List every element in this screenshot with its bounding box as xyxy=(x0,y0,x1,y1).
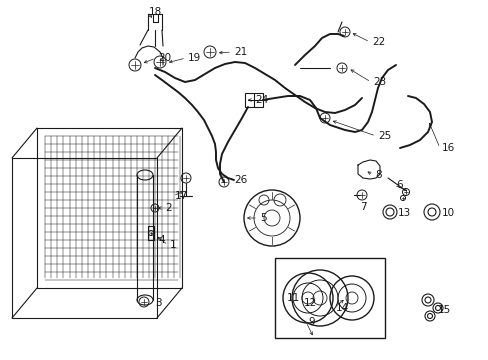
Text: 12: 12 xyxy=(304,298,317,308)
Text: 5: 5 xyxy=(260,213,266,223)
Text: 3: 3 xyxy=(155,298,162,308)
Text: 2: 2 xyxy=(164,203,171,213)
Text: 13: 13 xyxy=(397,208,410,218)
Text: 20: 20 xyxy=(158,53,171,63)
Text: 18: 18 xyxy=(149,7,162,17)
Text: 8: 8 xyxy=(374,170,381,180)
Text: 23: 23 xyxy=(372,77,386,87)
Text: 26: 26 xyxy=(234,175,247,185)
Text: 9: 9 xyxy=(307,317,314,327)
Text: 11: 11 xyxy=(286,293,300,303)
Bar xyxy=(274,258,384,338)
Text: 25: 25 xyxy=(377,131,390,141)
Text: 6: 6 xyxy=(395,180,402,190)
Text: 24: 24 xyxy=(254,95,268,105)
Text: 19: 19 xyxy=(187,53,201,63)
Text: 17: 17 xyxy=(175,191,188,201)
Text: 1: 1 xyxy=(170,240,176,250)
Text: 21: 21 xyxy=(234,47,247,57)
Text: 4: 4 xyxy=(158,235,164,245)
Text: 14: 14 xyxy=(335,303,348,313)
Bar xyxy=(148,226,154,240)
Text: 7: 7 xyxy=(359,202,366,212)
Bar xyxy=(244,93,263,107)
Text: 15: 15 xyxy=(437,305,450,315)
Text: 16: 16 xyxy=(441,143,454,153)
Text: 10: 10 xyxy=(441,208,454,218)
Text: 22: 22 xyxy=(371,37,385,47)
